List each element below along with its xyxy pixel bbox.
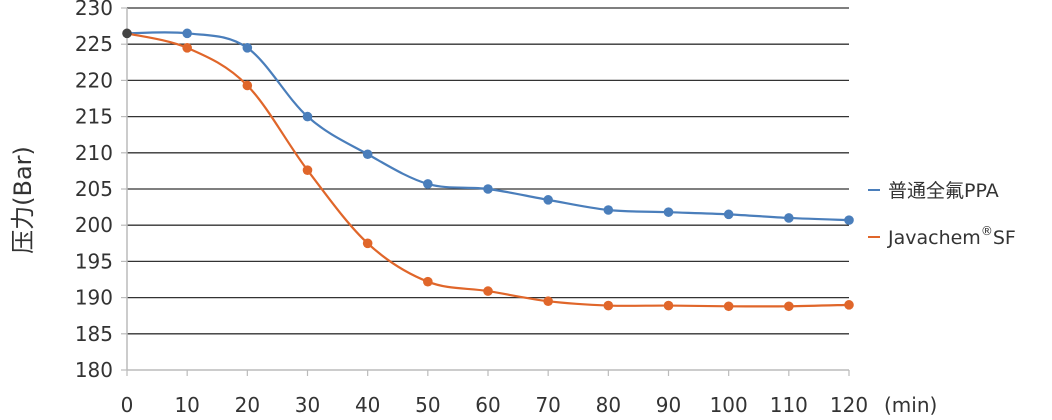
data-point-ppa — [844, 215, 854, 225]
x-tick-label: 30 — [295, 393, 320, 417]
legend-label-javachem-name: Javachem — [887, 227, 981, 249]
x-tick-label: 40 — [355, 393, 380, 417]
data-point-javachem — [543, 296, 553, 307]
series-line-javachem — [126, 32, 850, 308]
legend-label-javachem-suffix: SF — [993, 227, 1016, 249]
x-tick-label: 20 — [235, 393, 260, 417]
x-tick-label: 90 — [656, 393, 681, 417]
x-tick-label: 50 — [415, 393, 440, 417]
data-point-ppa — [603, 205, 614, 215]
data-point-ppa — [784, 213, 794, 223]
x-tick-label: 60 — [475, 393, 500, 417]
data-point-ppa — [483, 184, 493, 194]
legend-label-javachem: Javachem®SF — [887, 224, 1016, 249]
x-tick-label: 120 — [830, 393, 868, 417]
data-point-ppa — [362, 149, 373, 160]
data-point-javachem — [663, 300, 674, 311]
data-point-ppa — [723, 209, 734, 220]
grid-lines — [127, 7, 849, 335]
x-tick-label: 10 — [174, 393, 199, 417]
x-tick-label: 80 — [596, 393, 621, 417]
x-axis-unit-label: (min) — [884, 393, 937, 417]
data-point-javachem — [784, 301, 794, 312]
data-point-javachem — [182, 43, 192, 53]
y-tick-label: 190 — [75, 286, 113, 310]
x-tick-label: 70 — [535, 393, 560, 417]
data-point-javachem — [242, 80, 253, 91]
x-axis-ticks: 0 10 20 30 40 50 60 70 80 90 100 110 120 — [121, 370, 868, 417]
y-tick-label: 220 — [75, 68, 113, 92]
series-points — [122, 28, 854, 312]
y-tick-label: 205 — [75, 177, 113, 201]
legend-label-ppa: 普通全氟PPA — [888, 180, 999, 202]
legend: 普通全氟PPA Javachem®SF — [868, 180, 1016, 249]
data-point-ppa — [302, 111, 313, 122]
y-tick-label: 215 — [75, 105, 113, 129]
y-tick-label: 185 — [75, 322, 113, 346]
data-point-start — [122, 28, 132, 39]
data-point-ppa — [182, 28, 192, 39]
x-tick-label: 0 — [121, 393, 134, 417]
y-axis-title: 压力(Bar) — [9, 146, 37, 254]
data-point-javachem — [302, 165, 313, 175]
data-point-javachem — [723, 301, 734, 312]
y-tick-label: 195 — [75, 249, 113, 273]
y-tick-label: 210 — [75, 141, 113, 165]
data-point-ppa — [242, 43, 253, 53]
y-axis-ticks: 180 185 190 195 200 205 210 215 220 225 230 — [75, 0, 127, 382]
data-point-ppa — [423, 179, 433, 189]
data-point-javachem — [844, 300, 854, 310]
data-point-ppa — [663, 207, 674, 217]
y-tick-label: 180 — [75, 358, 113, 382]
x-tick-label: 110 — [770, 393, 808, 417]
y-tick-label: 230 — [75, 0, 113, 20]
data-point-javachem — [362, 238, 373, 249]
y-tick-label: 225 — [75, 32, 113, 56]
series-lines — [126, 31, 850, 308]
data-point-javachem — [423, 276, 433, 287]
y-tick-label: 200 — [75, 213, 113, 237]
data-point-javachem — [483, 286, 493, 296]
legend-label-javachem-superscript: ® — [981, 224, 993, 238]
data-point-ppa — [543, 195, 553, 205]
x-tick-label: 100 — [710, 393, 748, 417]
data-point-javachem — [603, 300, 614, 311]
